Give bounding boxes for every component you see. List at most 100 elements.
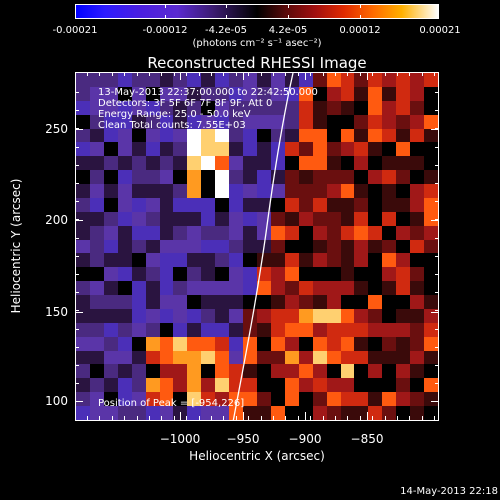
heatmap-pixel xyxy=(424,364,438,379)
axis-tick-mark xyxy=(243,72,244,80)
x-tick-label: −900 xyxy=(288,432,322,446)
heatmap-pixel xyxy=(270,100,285,115)
heatmap-pixel xyxy=(312,170,327,185)
heatmap-pixel xyxy=(159,170,174,185)
axis-tick-mark xyxy=(335,416,336,420)
heatmap-pixel xyxy=(326,350,341,365)
heatmap-pixel xyxy=(173,378,188,393)
heatmap-pixel xyxy=(396,197,411,212)
axis-tick-mark xyxy=(397,416,398,420)
axis-tick-mark xyxy=(137,416,138,420)
heatmap-pixel xyxy=(145,184,160,198)
heatmap-pixel xyxy=(173,281,188,296)
heatmap-pixel xyxy=(76,225,90,240)
heatmap-pixel xyxy=(76,295,90,309)
heatmap-pixel xyxy=(326,253,341,268)
y-tick-label: 250 xyxy=(45,122,68,136)
heatmap-pixel xyxy=(145,73,160,87)
axis-tick-mark xyxy=(149,72,150,76)
colorbar-units: (photons cm⁻² s⁻¹ asec⁻²) xyxy=(192,38,322,49)
heatmap-pixel xyxy=(340,336,355,351)
heatmap-pixel xyxy=(89,364,104,379)
heatmap-pixel xyxy=(117,253,132,268)
heatmap-pixel xyxy=(117,295,132,309)
heatmap-pixel xyxy=(103,170,118,185)
axis-tick-mark xyxy=(305,412,306,420)
heatmap-pixel xyxy=(76,406,90,420)
heatmap-pixel xyxy=(270,253,285,268)
heatmap-pixel xyxy=(410,308,425,323)
heatmap-pixel xyxy=(284,378,299,393)
heatmap-pixel xyxy=(270,197,285,212)
heatmap-pixel xyxy=(159,142,174,157)
heatmap-pixel xyxy=(340,322,355,337)
heatmap-pixel xyxy=(382,364,397,379)
clean-counts-annotation: Clean Total counts: 7.55E+03 xyxy=(98,120,246,131)
axis-tick-mark xyxy=(75,401,83,402)
heatmap-pixel xyxy=(89,350,104,365)
axis-tick-mark xyxy=(261,72,262,76)
heatmap-pixel xyxy=(201,184,216,198)
heatmap-pixel xyxy=(159,239,174,254)
heatmap-pixel xyxy=(89,211,104,226)
heatmap-pixel xyxy=(382,156,397,171)
colorbar xyxy=(75,4,439,19)
heatmap-pixel xyxy=(396,322,411,337)
heatmap-pixel xyxy=(368,406,383,420)
heatmap-pixel xyxy=(117,281,132,296)
heatmap-pixel xyxy=(368,128,383,143)
heatmap-pixel xyxy=(243,128,257,143)
heatmap-pixel xyxy=(312,73,327,87)
heatmap-pixel xyxy=(256,225,271,240)
y-tick-label: 150 xyxy=(45,305,68,319)
heatmap-pixel xyxy=(382,100,397,115)
heatmap-pixel xyxy=(215,281,230,296)
heatmap-pixel xyxy=(201,281,216,296)
heatmap-pixel xyxy=(410,322,425,337)
heatmap-pixel xyxy=(410,364,425,379)
axis-tick-mark xyxy=(186,416,187,420)
heatmap-pixel xyxy=(340,73,355,87)
heatmap-pixel xyxy=(410,128,425,143)
heatmap-pixel xyxy=(145,128,160,143)
heatmap-pixel xyxy=(187,378,202,393)
heatmap-pixel xyxy=(340,364,355,379)
heatmap-pixel xyxy=(340,197,355,212)
heatmap-pixel xyxy=(187,295,202,309)
heatmap-pixel xyxy=(145,86,160,101)
heatmap-pixel xyxy=(396,378,411,393)
heatmap-pixel xyxy=(117,406,132,420)
heatmap-pixel xyxy=(340,281,355,296)
heatmap-pixel xyxy=(145,142,160,157)
heatmap-pixel xyxy=(201,86,216,101)
heatmap-pixel xyxy=(340,142,355,157)
heatmap-pixel xyxy=(89,156,104,171)
heatmap-pixel xyxy=(103,281,118,296)
heatmap-pixel xyxy=(410,406,425,420)
axis-tick-mark xyxy=(298,72,299,76)
heatmap-pixel xyxy=(131,211,146,226)
heatmap-pixel xyxy=(173,364,188,379)
heatmap-pixel xyxy=(396,211,411,226)
heatmap-pixel xyxy=(396,295,411,309)
heatmap-pixel xyxy=(424,392,438,407)
axis-tick-mark xyxy=(112,72,113,76)
heatmap-pixel xyxy=(229,128,244,143)
heatmap-pixel xyxy=(326,308,341,323)
heatmap-pixel xyxy=(117,197,132,212)
heatmap-pixel xyxy=(103,156,118,171)
heatmap-pixel xyxy=(312,378,327,393)
heatmap-pixel xyxy=(117,73,132,87)
heatmap-pixel xyxy=(173,211,188,226)
heatmap-pixel xyxy=(340,184,355,198)
heatmap-pixel xyxy=(145,308,160,323)
heatmap-pixel xyxy=(229,114,244,129)
heatmap-pixel xyxy=(284,392,299,407)
heatmap-pixel xyxy=(243,239,257,254)
heatmap-pixel xyxy=(76,156,90,171)
heatmap-pixel xyxy=(298,350,313,365)
heatmap-pixel xyxy=(312,100,327,115)
heatmap-pixel xyxy=(173,100,188,115)
axis-tick-mark xyxy=(75,92,79,93)
heatmap-pixel xyxy=(354,322,369,337)
